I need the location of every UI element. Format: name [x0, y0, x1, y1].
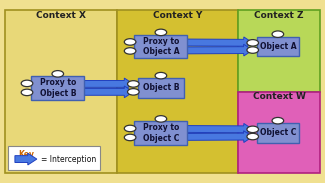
FancyBboxPatch shape: [257, 37, 299, 56]
Circle shape: [272, 31, 284, 38]
FancyArrow shape: [186, 124, 253, 135]
Text: Object A: Object A: [260, 42, 296, 51]
FancyArrow shape: [186, 44, 253, 56]
Circle shape: [127, 81, 139, 87]
Circle shape: [21, 80, 33, 87]
FancyArrow shape: [186, 37, 253, 49]
FancyBboxPatch shape: [134, 35, 188, 58]
Circle shape: [247, 47, 258, 53]
Text: Proxy to
Object C: Proxy to Object C: [143, 123, 179, 143]
Text: Object C: Object C: [260, 128, 296, 137]
FancyBboxPatch shape: [134, 121, 188, 145]
Text: Context Z: Context Z: [254, 11, 304, 20]
Text: Context X: Context X: [36, 11, 86, 20]
Circle shape: [155, 116, 167, 122]
Circle shape: [155, 72, 167, 79]
Text: Context Y: Context Y: [153, 11, 203, 20]
FancyBboxPatch shape: [137, 78, 184, 98]
Circle shape: [127, 89, 139, 95]
Circle shape: [124, 134, 136, 141]
FancyArrow shape: [83, 78, 133, 90]
Circle shape: [124, 39, 136, 45]
FancyBboxPatch shape: [5, 10, 117, 173]
Text: Proxy to
Object B: Proxy to Object B: [40, 78, 76, 98]
Text: Context W: Context W: [253, 92, 306, 101]
FancyArrow shape: [186, 131, 253, 142]
Circle shape: [155, 29, 167, 36]
Circle shape: [247, 126, 258, 133]
FancyBboxPatch shape: [238, 10, 320, 92]
Circle shape: [272, 117, 284, 124]
Text: Object B: Object B: [143, 83, 179, 92]
Text: = Interception: = Interception: [41, 155, 96, 164]
FancyBboxPatch shape: [238, 92, 320, 173]
FancyBboxPatch shape: [257, 123, 299, 143]
FancyBboxPatch shape: [31, 76, 84, 100]
FancyArrow shape: [83, 86, 133, 98]
FancyBboxPatch shape: [8, 146, 100, 170]
Circle shape: [52, 71, 64, 77]
Circle shape: [21, 89, 33, 96]
Circle shape: [124, 48, 136, 54]
Circle shape: [124, 125, 136, 132]
Circle shape: [247, 40, 258, 46]
Text: Proxy to
Object A: Proxy to Object A: [143, 37, 179, 56]
FancyArrow shape: [15, 153, 37, 165]
FancyBboxPatch shape: [117, 10, 238, 173]
Text: Key: Key: [18, 150, 34, 159]
Circle shape: [247, 133, 258, 140]
